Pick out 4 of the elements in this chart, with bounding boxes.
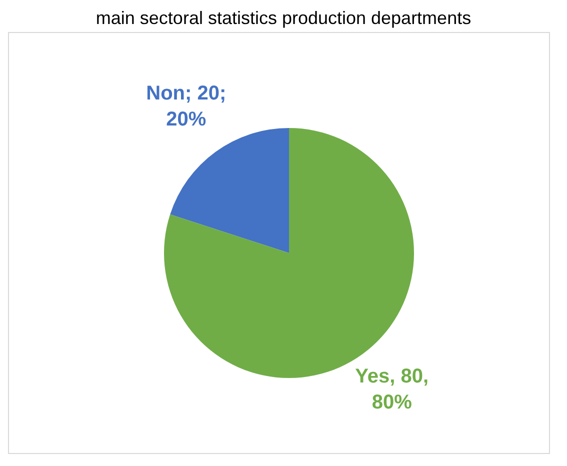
slice-label: Yes, 80, 80%: [355, 366, 429, 414]
slice-label: Non; 20; 20%: [146, 82, 226, 130]
chart-title: main sectoral statistics production departments: [94, 8, 472, 28]
pie-slice: [170, 128, 289, 253]
